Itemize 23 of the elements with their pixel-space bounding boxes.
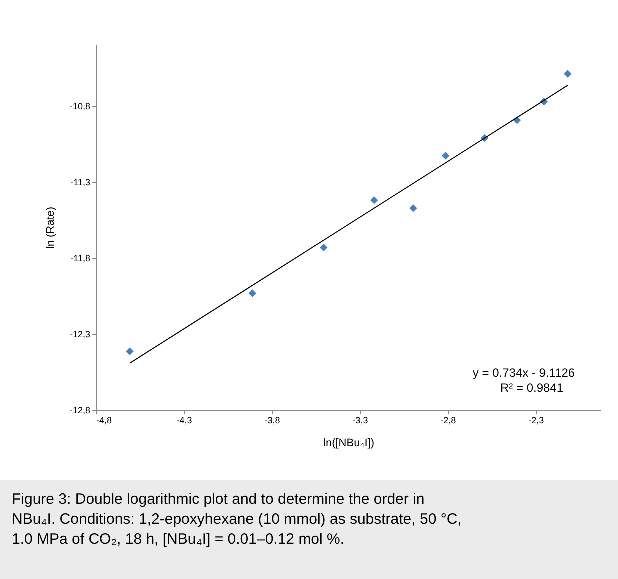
point bbox=[564, 70, 572, 78]
x-axis-title: ln([NBu₄I]) bbox=[324, 438, 374, 450]
y-tick-label: -11,3 bbox=[70, 177, 90, 188]
x-tick-label: -2,8 bbox=[440, 416, 456, 426]
point bbox=[126, 348, 134, 356]
annotation: y = 0.734x - 9.1126 bbox=[472, 366, 576, 380]
point bbox=[442, 152, 450, 160]
annotation: R² = 0.9841 bbox=[500, 381, 564, 395]
point bbox=[410, 204, 418, 212]
x-tick-label: -4,3 bbox=[176, 416, 192, 426]
x-tick-label: -4,8 bbox=[96, 416, 112, 426]
y-tick-label: -12,3 bbox=[70, 329, 90, 340]
x-tick-label: -3,3 bbox=[352, 416, 368, 426]
point bbox=[248, 290, 256, 298]
y-tick-label: -10,8 bbox=[70, 101, 90, 112]
point bbox=[320, 244, 328, 252]
y-tick-label: -12,8 bbox=[70, 406, 90, 416]
point bbox=[370, 196, 378, 204]
x-tick-label: -2,3 bbox=[528, 416, 544, 426]
caption: Figure 3: Double logarithmic plot and to determine the order in NBu₄I. Conditions: 1,2-epoxyhexane (10 mmol) as substrate, 50 °C, 1.0 MPa of CO₂, 18 h, [NBu₄I] = 0.01–0.12 mol %. bbox=[12, 491, 462, 548]
x-tick-label: -3,8 bbox=[264, 416, 280, 426]
y-tick-label: -11,8 bbox=[70, 253, 90, 264]
y-axis-title: ln (Rate) bbox=[44, 206, 57, 250]
